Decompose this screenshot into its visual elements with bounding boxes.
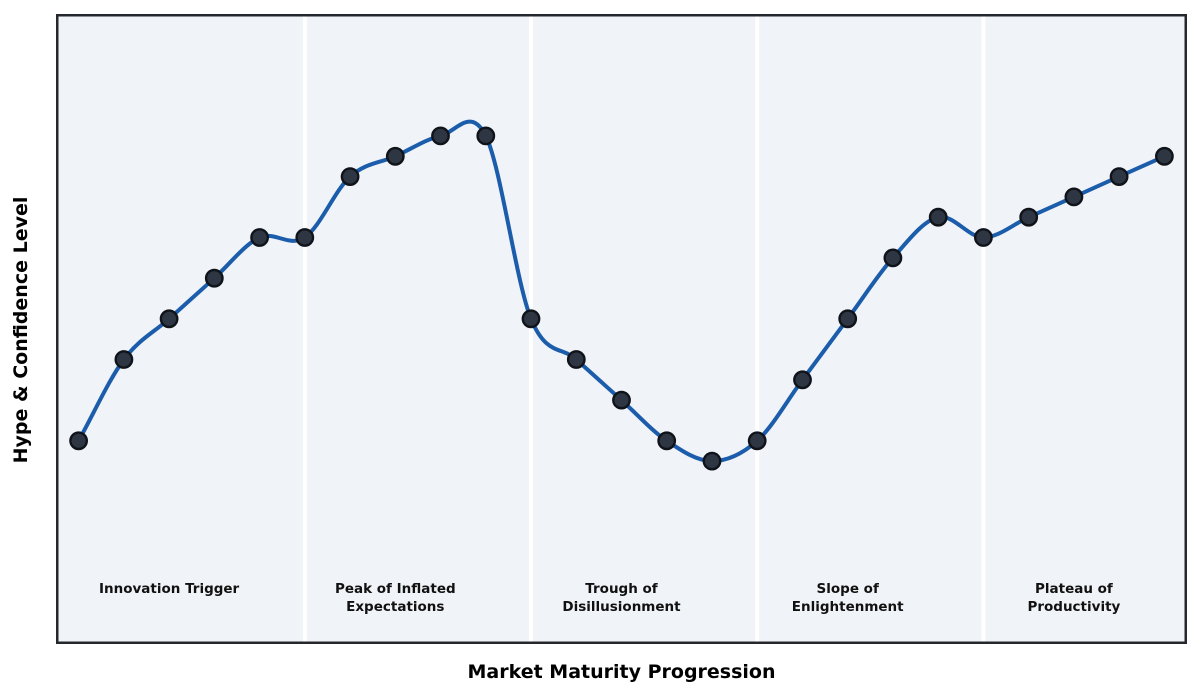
data-point-marker: [69, 431, 89, 451]
data-point-marker: [159, 309, 179, 329]
data-point-marker: [657, 431, 677, 451]
data-point-marker: [250, 228, 270, 247]
data-point-marker: [476, 126, 496, 146]
y-axis-label: Hype & Confidence Level: [10, 196, 32, 464]
data-point-marker: [1155, 146, 1174, 166]
data-point-marker: [566, 350, 586, 369]
data-point-marker: [883, 248, 903, 268]
data-point-marker: [1019, 207, 1039, 227]
plot-area: Innovation Trigger Peak of Inflated Expec…: [56, 14, 1187, 644]
x-axis-label: Market Maturity Progression: [467, 661, 776, 683]
data-point-marker: [295, 228, 315, 247]
data-point-marker: [974, 228, 993, 247]
data-point-marker: [1109, 167, 1129, 187]
data-point-marker: [340, 167, 360, 187]
data-point-marker: [1064, 187, 1084, 207]
plot-background: [56, 14, 1187, 644]
data-point-marker: [702, 451, 722, 471]
data-point-marker: [204, 268, 224, 288]
data-point-marker: [793, 370, 812, 390]
data-point-marker: [431, 126, 450, 146]
data-point-marker: [747, 431, 767, 451]
data-point-marker: [114, 350, 134, 369]
data-point-marker: [838, 309, 858, 329]
data-point-marker: [521, 309, 541, 329]
data-point-marker: [385, 146, 405, 166]
hype-curve-svg: [56, 14, 1187, 644]
plot-border: [56, 14, 1187, 644]
data-point-marker: [928, 207, 948, 227]
data-point-marker: [612, 390, 631, 410]
